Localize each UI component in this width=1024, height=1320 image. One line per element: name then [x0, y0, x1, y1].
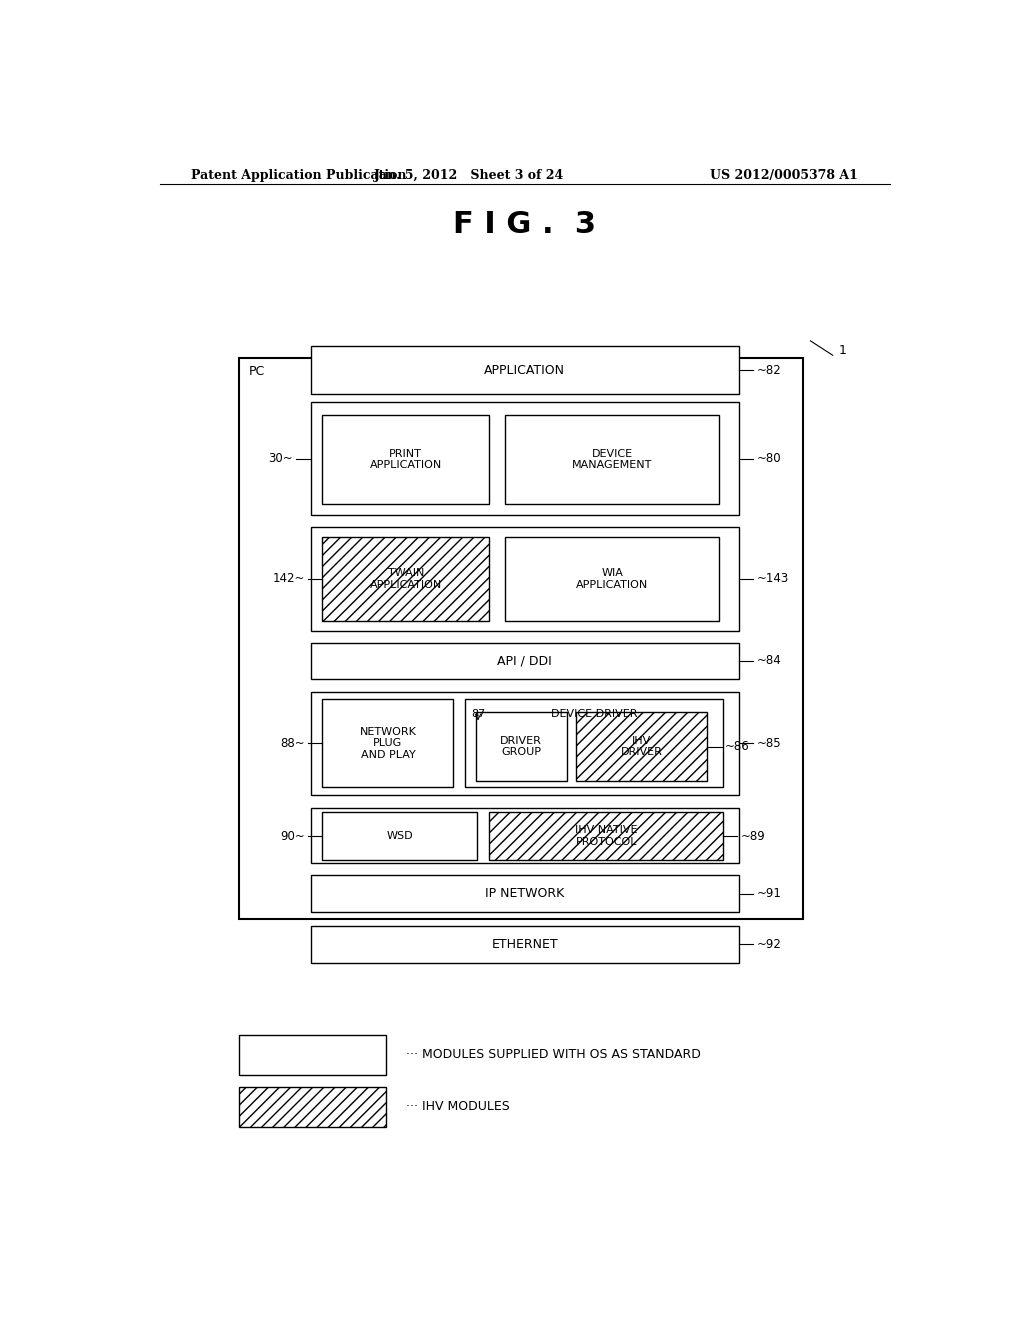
Bar	[323, 812, 477, 861]
Text: 1: 1	[839, 345, 846, 356]
Text: WSD: WSD	[386, 832, 413, 841]
Text: ~91: ~91	[757, 887, 781, 900]
Text: ~143: ~143	[757, 572, 788, 585]
Bar	[310, 527, 739, 631]
Bar	[310, 346, 739, 395]
Text: TWAIN
APPLICATION: TWAIN APPLICATION	[370, 568, 442, 590]
Bar	[323, 414, 489, 504]
Text: ~86: ~86	[725, 741, 750, 754]
Bar	[310, 692, 739, 795]
Bar	[310, 925, 739, 962]
Bar	[240, 1086, 386, 1127]
Bar	[577, 713, 708, 781]
Text: APPLICATION: APPLICATION	[484, 364, 565, 378]
Text: 87: 87	[472, 709, 485, 719]
Bar	[310, 643, 739, 678]
Text: Jan. 5, 2012   Sheet 3 of 24: Jan. 5, 2012 Sheet 3 of 24	[374, 169, 564, 182]
Text: ~92: ~92	[757, 937, 781, 950]
Text: ~89: ~89	[740, 830, 765, 842]
Bar	[323, 700, 454, 788]
Text: IHV NATIVE
PROTOCOL: IHV NATIVE PROTOCOL	[574, 825, 637, 847]
Text: 88~: 88~	[281, 737, 305, 750]
Text: Patent Application Publication: Patent Application Publication	[191, 169, 407, 182]
Bar	[310, 808, 739, 863]
Text: 142~: 142~	[272, 573, 305, 586]
Text: US 2012/0005378 A1: US 2012/0005378 A1	[711, 169, 858, 182]
Bar	[489, 812, 723, 861]
Text: DEVICE
MANAGEMENT: DEVICE MANAGEMENT	[572, 449, 652, 470]
Text: API / DDI: API / DDI	[498, 655, 552, 668]
Text: ~82: ~82	[757, 364, 781, 378]
Text: ~84: ~84	[757, 655, 781, 668]
Text: ~80: ~80	[757, 451, 781, 465]
Bar	[505, 414, 719, 504]
Bar	[310, 403, 739, 515]
Text: ~85: ~85	[757, 737, 781, 750]
Bar	[475, 713, 567, 781]
Bar	[240, 1035, 386, 1074]
Text: F I G .  3: F I G . 3	[454, 210, 596, 239]
Bar	[323, 537, 489, 620]
Bar	[505, 537, 719, 620]
Text: DEVICE DRIVER: DEVICE DRIVER	[551, 709, 638, 719]
Text: ··· MODULES SUPPLIED WITH OS AS STANDARD: ··· MODULES SUPPLIED WITH OS AS STANDARD	[406, 1048, 700, 1061]
Bar	[240, 359, 803, 919]
Text: DRIVER
GROUP: DRIVER GROUP	[501, 735, 542, 758]
Text: IHV
DRIVER: IHV DRIVER	[621, 735, 663, 758]
Text: ETHERNET: ETHERNET	[492, 937, 558, 950]
Text: PRINT
APPLICATION: PRINT APPLICATION	[370, 449, 442, 470]
Bar	[465, 700, 723, 788]
Text: 30~: 30~	[268, 451, 293, 465]
Text: IP NETWORK: IP NETWORK	[485, 887, 564, 900]
Text: PC: PC	[249, 364, 265, 378]
Bar	[310, 875, 739, 912]
Text: NETWORK
PLUG
AND PLAY: NETWORK PLUG AND PLAY	[359, 727, 417, 760]
Text: ··· IHV MODULES: ··· IHV MODULES	[406, 1101, 510, 1113]
Text: WIA
APPLICATION: WIA APPLICATION	[575, 568, 648, 590]
Text: 90~: 90~	[281, 830, 305, 842]
